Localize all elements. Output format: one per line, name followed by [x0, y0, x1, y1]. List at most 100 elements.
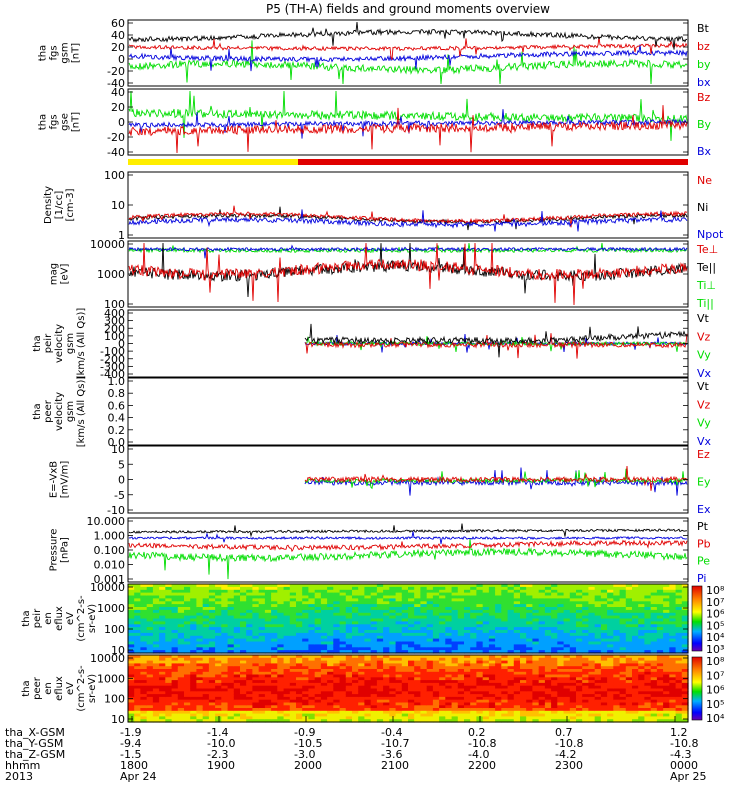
spectrogram-cell [333, 621, 341, 625]
spectrogram-cell [389, 609, 397, 614]
spectrogram-cell [171, 682, 179, 687]
spectrogram-cell [557, 595, 565, 599]
spectrogram-cell [252, 688, 260, 692]
spectrogram-cell [439, 607, 446, 611]
spectrogram-cell [408, 719, 415, 723]
spectrogram-cell [289, 685, 297, 690]
spectrogram-cell [538, 702, 546, 706]
spectrogram-cell [395, 601, 403, 605]
spectrogram-cell [258, 710, 266, 715]
spectrogram-cell [607, 630, 614, 634]
spectrogram-cell [184, 677, 191, 681]
spectrogram-cell [457, 708, 465, 712]
spectrogram-cell [638, 669, 645, 673]
spectrogram-cell [613, 604, 621, 608]
spectrogram-cell [576, 685, 583, 690]
spectrogram-cell [128, 584, 135, 588]
spectrogram-cell [271, 635, 278, 640]
spectrogram-cell [482, 647, 490, 651]
spectrogram-cell [495, 677, 502, 681]
spectrogram-cell [632, 691, 639, 695]
legend-entry: Vt [697, 380, 710, 393]
spectrogram-cell [277, 589, 285, 594]
spectrogram-cell [395, 609, 403, 614]
spectrogram-cell [544, 589, 552, 594]
spectrogram-cell [208, 682, 216, 687]
spectrogram-cell [184, 595, 191, 599]
spectrogram-cell [339, 688, 347, 692]
spectrogram-cell [177, 657, 185, 662]
spectrogram-cell [557, 612, 565, 617]
spectrogram-cell [320, 627, 328, 631]
spectrogram-cell [320, 680, 328, 684]
spectrogram-cell [271, 677, 278, 681]
spectrogram-cell [476, 589, 484, 594]
spectrogram-cell [184, 598, 191, 602]
spectrogram-cell [171, 589, 179, 594]
spectrogram-cell [252, 632, 260, 637]
spectrogram-cell [544, 612, 552, 617]
spectrogram-cell [420, 708, 428, 712]
spectrogram-cell [488, 630, 496, 634]
spectrogram-cell [277, 601, 285, 605]
spectrogram-cell [202, 696, 210, 701]
spectrogram-cell [252, 666, 260, 670]
spectrogram-cell [370, 618, 378, 622]
spectrogram-cell [202, 705, 210, 709]
spectrogram-cell [215, 618, 222, 622]
spectrogram-cell [420, 609, 428, 614]
spectrogram-cell [681, 685, 689, 690]
spectrogram-cell [432, 641, 440, 645]
spectrogram-cell [638, 691, 645, 695]
spectrogram-cell [526, 612, 533, 617]
spectrogram-cell [476, 688, 484, 692]
y-tick-label: 1.0 [108, 375, 126, 388]
spectrogram-cell [520, 618, 527, 622]
spectrogram-cell [358, 584, 365, 588]
spectrogram-cell [582, 702, 589, 706]
spectrogram-cell [134, 592, 141, 597]
spectrogram-cell [644, 592, 652, 597]
spectrogram-cell [333, 604, 341, 608]
spectrogram-cell [650, 624, 658, 628]
spectrogram-cell [464, 694, 471, 698]
spectrogram-cell [202, 630, 210, 634]
spectrogram-cell [594, 644, 602, 648]
spectrogram-cell [414, 710, 421, 715]
spectrogram-cell [625, 641, 633, 645]
spectrogram-cell [345, 713, 353, 717]
spectrogram-cell [190, 663, 197, 667]
spectrogram-cell [401, 657, 409, 662]
spectrogram-cell [625, 586, 633, 591]
spectrogram-cell [600, 655, 608, 659]
spectrogram-cell [376, 657, 384, 662]
panel-frame [127, 583, 689, 654]
spectrogram-cell [532, 592, 540, 597]
spectrogram-cell [464, 609, 471, 614]
spectrogram-cell [221, 685, 229, 690]
spectrogram-cell [252, 627, 260, 631]
spectrogram-cell [408, 601, 415, 605]
spectrogram-cell [277, 716, 285, 720]
spectrogram-cell [488, 708, 496, 712]
spectrogram-cell [650, 685, 658, 690]
spectrogram-cell [184, 644, 191, 648]
spectrogram-cell [501, 604, 509, 608]
spectrogram-cell [246, 660, 253, 664]
spectrogram-cell [470, 671, 477, 676]
spectrogram-cell [277, 710, 285, 715]
spectrogram-cell [277, 609, 285, 614]
spectrogram-cell [401, 607, 409, 611]
spectrogram-cell [320, 595, 328, 599]
spectrogram-cell [432, 609, 440, 614]
spectrogram-cell [594, 621, 602, 625]
spectrogram-cell [364, 688, 372, 692]
spectrogram-cell [208, 699, 216, 704]
spectrogram-cell [140, 685, 148, 690]
spectrogram-cell [264, 584, 272, 588]
spectrogram-cell [482, 589, 490, 594]
spectrogram-cell [146, 592, 154, 597]
spectrogram-cell [408, 688, 415, 692]
spectrogram-cell [352, 669, 359, 673]
spectrogram-cell [613, 663, 621, 667]
